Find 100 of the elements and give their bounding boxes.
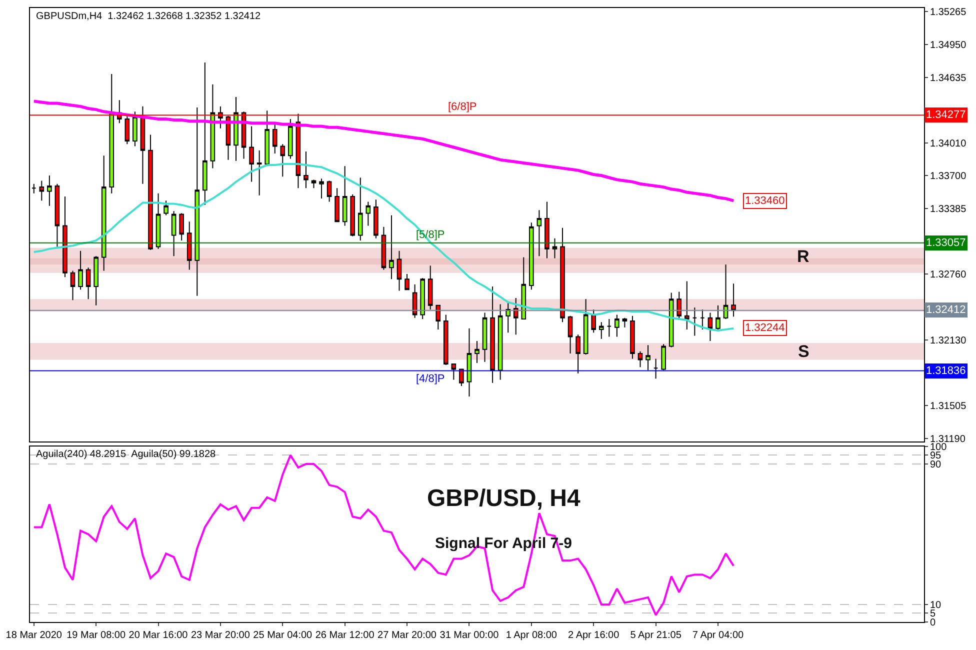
candlestick xyxy=(482,312,488,362)
candlestick xyxy=(583,298,588,356)
y-tick-label: 1.32760 xyxy=(930,269,967,280)
candlestick xyxy=(498,304,503,380)
candlestick xyxy=(420,278,425,320)
candlestick xyxy=(428,265,433,310)
candlestick xyxy=(381,226,386,270)
candlestick xyxy=(396,250,402,292)
y-tick-label: 1.33385 xyxy=(930,204,967,216)
candlestick xyxy=(622,317,628,328)
candlestick xyxy=(412,284,418,318)
candlestick xyxy=(280,144,286,178)
candlestick xyxy=(474,340,480,364)
candlestick xyxy=(148,134,153,250)
candlestick xyxy=(78,250,83,290)
candlestick xyxy=(374,199,378,239)
candlestick xyxy=(598,322,604,340)
candlestick xyxy=(210,84,216,169)
candlestick xyxy=(436,304,441,330)
candlestick xyxy=(54,183,60,248)
candlestick xyxy=(451,363,456,380)
candlestick xyxy=(264,110,270,166)
candlestick xyxy=(288,118,293,160)
candlestick xyxy=(31,183,36,194)
candlestick xyxy=(272,122,278,154)
candlestick xyxy=(132,111,138,147)
y-tick-label: 100 xyxy=(930,442,948,453)
candlestick xyxy=(334,188,340,222)
annotation: GBPUSDm,H4 1.32462 1.32668 1.32352 1.32412 xyxy=(36,11,262,22)
candlestick xyxy=(716,304,720,330)
candlestick xyxy=(552,238,558,259)
candlestick xyxy=(47,175,52,206)
candlestick xyxy=(661,344,666,371)
candlestick xyxy=(342,166,348,226)
line-series xyxy=(32,100,736,202)
candlestick xyxy=(171,210,176,257)
y-tick-label: 1.32130 xyxy=(930,335,967,346)
candlestick xyxy=(731,283,736,318)
candlestick xyxy=(638,350,643,368)
candlestick xyxy=(513,298,518,336)
candlestick xyxy=(646,344,650,371)
band-label: S xyxy=(798,342,810,361)
candlestick xyxy=(490,286,495,384)
candlestick xyxy=(404,273,410,290)
y-tick-label: 1.34635 xyxy=(930,73,967,84)
candlestick xyxy=(444,314,448,366)
candlestick xyxy=(86,267,91,300)
y-tick-label: 1.31505 xyxy=(930,400,967,412)
candlestick xyxy=(591,309,596,334)
candlestick xyxy=(109,73,114,194)
candlestick xyxy=(186,221,192,270)
ref-line-label: [6/8]P xyxy=(448,101,477,113)
x-tick-label: 7 Apr 04:00 xyxy=(692,630,744,641)
candlestick xyxy=(466,328,472,397)
candlestick xyxy=(668,292,674,348)
candlestick xyxy=(101,155,106,272)
y-tick-label: 95 xyxy=(930,450,942,462)
y-tick-label: 1.34950 xyxy=(930,40,967,52)
candlestick xyxy=(350,194,356,237)
candlestick xyxy=(568,315,573,354)
candlestick xyxy=(700,309,705,330)
candlestick xyxy=(692,306,698,336)
annotation: 1.33057 xyxy=(926,237,966,249)
candlestick xyxy=(62,196,68,278)
candlestick xyxy=(653,358,658,380)
chart-title: Aguila(240) 48.2915 Aguila(50) 99.1828 xyxy=(36,449,216,460)
x-tick-label: 20 Mar 16:00 xyxy=(128,630,188,641)
x-tick-label: 23 Mar 20:00 xyxy=(190,630,250,641)
x-tick-label: 5 Apr 21:05 xyxy=(630,630,682,641)
candlestick xyxy=(202,62,208,206)
candlestick xyxy=(606,318,612,338)
text: GBP/USD, H4 xyxy=(427,485,582,512)
annotation: 1.32244 xyxy=(745,322,785,334)
candlestick xyxy=(234,96,238,162)
candlestick xyxy=(614,314,620,338)
x-tick-label: 25 Mar 04:00 xyxy=(253,630,313,641)
candlestick xyxy=(536,210,542,257)
annotation: 1.33460 xyxy=(745,195,785,207)
x-tick-label: 27 Mar 20:00 xyxy=(378,630,437,641)
y-tick-label: 0 xyxy=(930,618,936,628)
x-tick-label: 2 Apr 16:00 xyxy=(568,630,620,641)
x-tick-label: 18 Mar 2020 xyxy=(6,630,62,641)
candlestick xyxy=(723,264,728,320)
candlestick xyxy=(249,126,254,182)
candlestick xyxy=(521,256,526,320)
candlestick xyxy=(164,200,168,216)
candlestick xyxy=(256,150,262,196)
candlestick xyxy=(39,180,44,202)
candlestick xyxy=(358,177,363,241)
y-tick-label: 1.35265 xyxy=(930,7,967,18)
y-tick-label: 90 xyxy=(930,459,942,470)
annotation: 1.32412 xyxy=(926,304,966,316)
candlestick xyxy=(70,270,76,301)
candlestick xyxy=(506,302,510,334)
band-label: R xyxy=(797,247,810,266)
candlestick xyxy=(156,192,161,250)
line-series xyxy=(32,163,735,332)
candlestick xyxy=(544,201,550,259)
y-tick-label: 1.33700 xyxy=(930,171,967,182)
candlestick xyxy=(389,214,394,280)
